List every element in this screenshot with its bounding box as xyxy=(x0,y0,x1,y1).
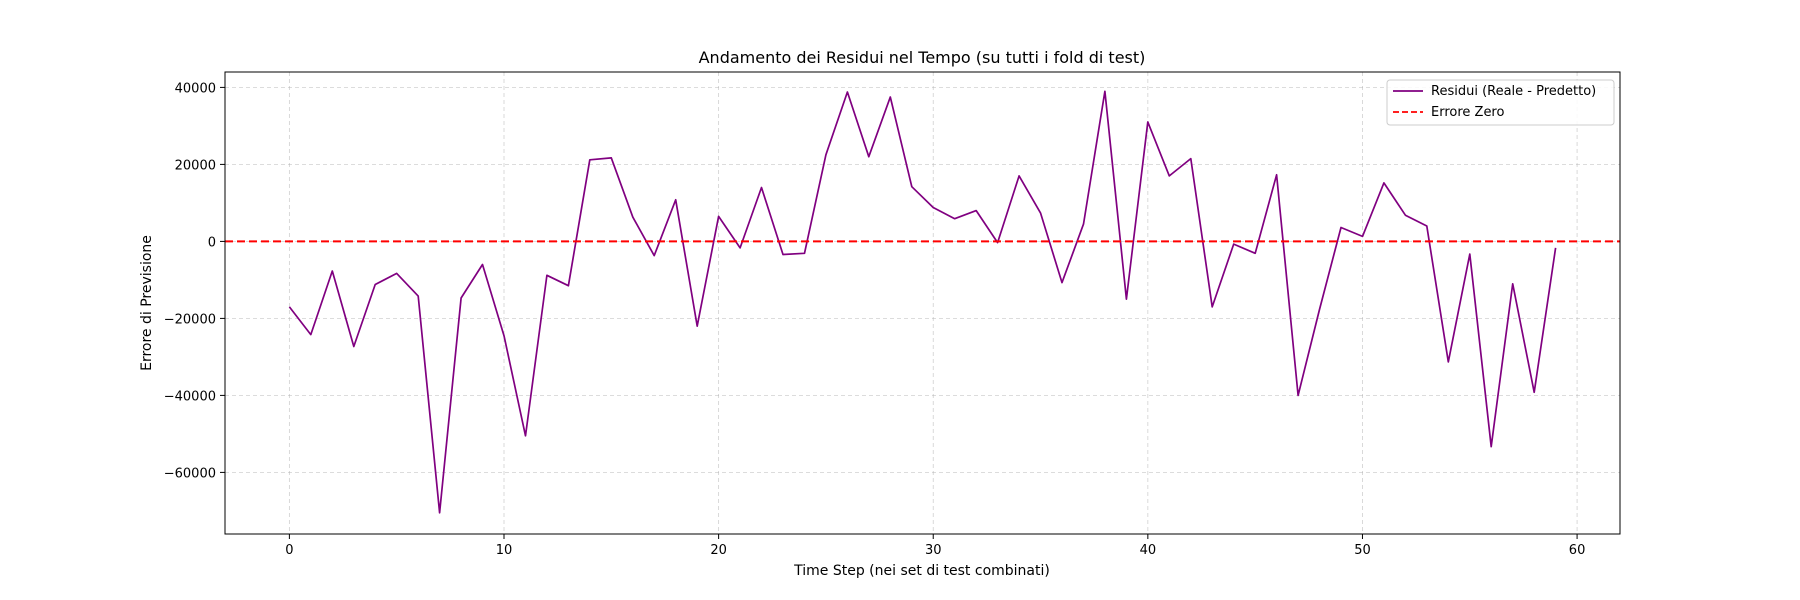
y-axis-ticks: 40000 20000 0 −20000 −40000 −60000 xyxy=(164,81,225,481)
x-axis-title: Time Step (nei set di test combinati) xyxy=(793,563,1050,579)
y-axis-title: Errore di Previsione xyxy=(139,235,155,371)
y-tick-label: −20000 xyxy=(164,312,216,327)
x-tick-label: 60 xyxy=(1569,543,1586,558)
y-tick-label: 0 xyxy=(208,235,216,250)
plot-frame xyxy=(224,71,1621,535)
chart-title: Andamento dei Residui nel Tempo (su tutt… xyxy=(699,48,1146,67)
legend-box xyxy=(1386,79,1615,126)
legend-label-zero: Errore Zero xyxy=(1431,105,1504,120)
y-tick-label: −40000 xyxy=(164,389,216,404)
x-tick-label: 20 xyxy=(710,543,727,558)
y-tick-label: 40000 xyxy=(175,81,216,96)
x-tick-label: 50 xyxy=(1354,543,1371,558)
x-tick-label: 40 xyxy=(1140,543,1157,558)
legend: Residui (Reale - Predetto) Errore Zero xyxy=(1386,79,1615,126)
x-tick-label: 0 xyxy=(285,543,293,558)
legend-label-residuals: Residui (Reale - Predetto) xyxy=(1431,84,1596,99)
residuals-line xyxy=(288,90,1557,514)
x-tick-label: 30 xyxy=(925,543,942,558)
x-tick-label: 10 xyxy=(496,543,513,558)
x-axis-ticks: 0 10 20 30 40 50 60 xyxy=(285,534,1585,558)
y-tick-label: 20000 xyxy=(175,158,216,173)
y-tick-label: −60000 xyxy=(164,466,216,481)
grid xyxy=(225,72,1620,534)
plot-lines xyxy=(225,90,1620,514)
